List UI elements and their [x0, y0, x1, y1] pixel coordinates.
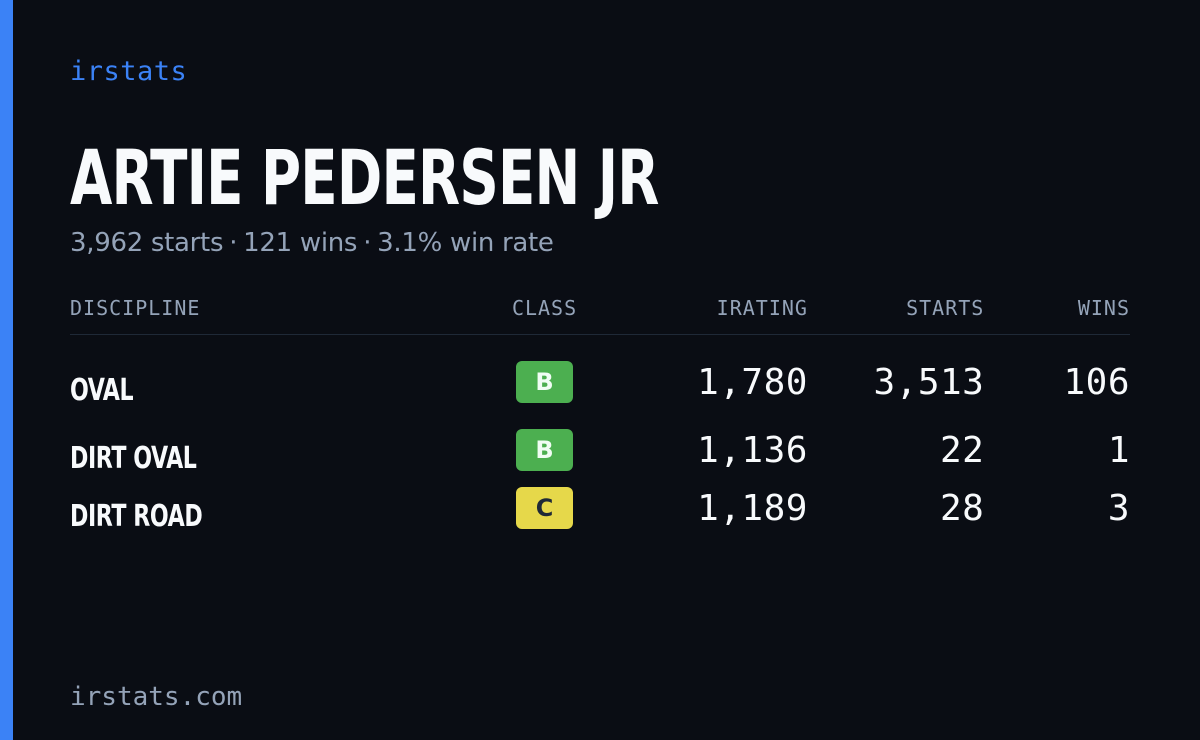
- discipline-name: DIRT ROAD: [70, 498, 203, 534]
- starts-value: 22: [939, 429, 985, 471]
- accent-bar: [0, 0, 13, 740]
- discipline-name: DIRT OVAL: [70, 440, 197, 476]
- brand-logo: irstats: [70, 56, 188, 87]
- starts-value: 3,513: [873, 361, 985, 403]
- class-badge: C: [516, 487, 574, 529]
- table-row: DIRT ROAD C 1,189 28 3: [70, 479, 1130, 537]
- table-header-row: DISCIPLINE CLASS IRATING STARTS WINS: [70, 296, 1130, 335]
- header-wins: WINS: [984, 296, 1130, 335]
- class-badge: B: [516, 429, 574, 471]
- table-row: DIRT OVAL B 1,136 22 1: [70, 421, 1130, 479]
- wins-value: 3: [1107, 487, 1130, 529]
- starts-value: 28: [939, 487, 985, 529]
- header-class: CLASS: [485, 296, 604, 335]
- class-badge: B: [516, 361, 574, 403]
- win-rate: 3.1% win rate: [377, 228, 554, 258]
- total-starts: 3,962 starts: [70, 228, 224, 258]
- footer-url: irstats.com: [70, 682, 243, 712]
- table-row: OVAL B 1,780 3,513 106: [70, 335, 1130, 422]
- wins-value: 1: [1107, 429, 1130, 471]
- discipline-name: OVAL: [70, 372, 134, 408]
- separator-dot: ·: [229, 228, 238, 258]
- header-irating: IRATING: [603, 296, 808, 335]
- driver-name: ARTIE PEDERSEN JR: [70, 133, 659, 222]
- separator-dot: ·: [363, 228, 372, 258]
- header-starts: STARTS: [807, 296, 985, 335]
- irating-value: 1,780: [697, 361, 808, 403]
- irating-value: 1,189: [697, 487, 808, 529]
- wins-value: 106: [1063, 361, 1130, 403]
- discipline-stats-table: DISCIPLINE CLASS IRATING STARTS WINS OVA…: [70, 296, 1130, 537]
- total-wins: 121 wins: [243, 228, 358, 258]
- irating-value: 1,136: [697, 429, 808, 471]
- driver-summary: 3,962 starts · 121 wins · 3.1% win rate: [70, 228, 554, 258]
- header-discipline: DISCIPLINE: [70, 296, 486, 335]
